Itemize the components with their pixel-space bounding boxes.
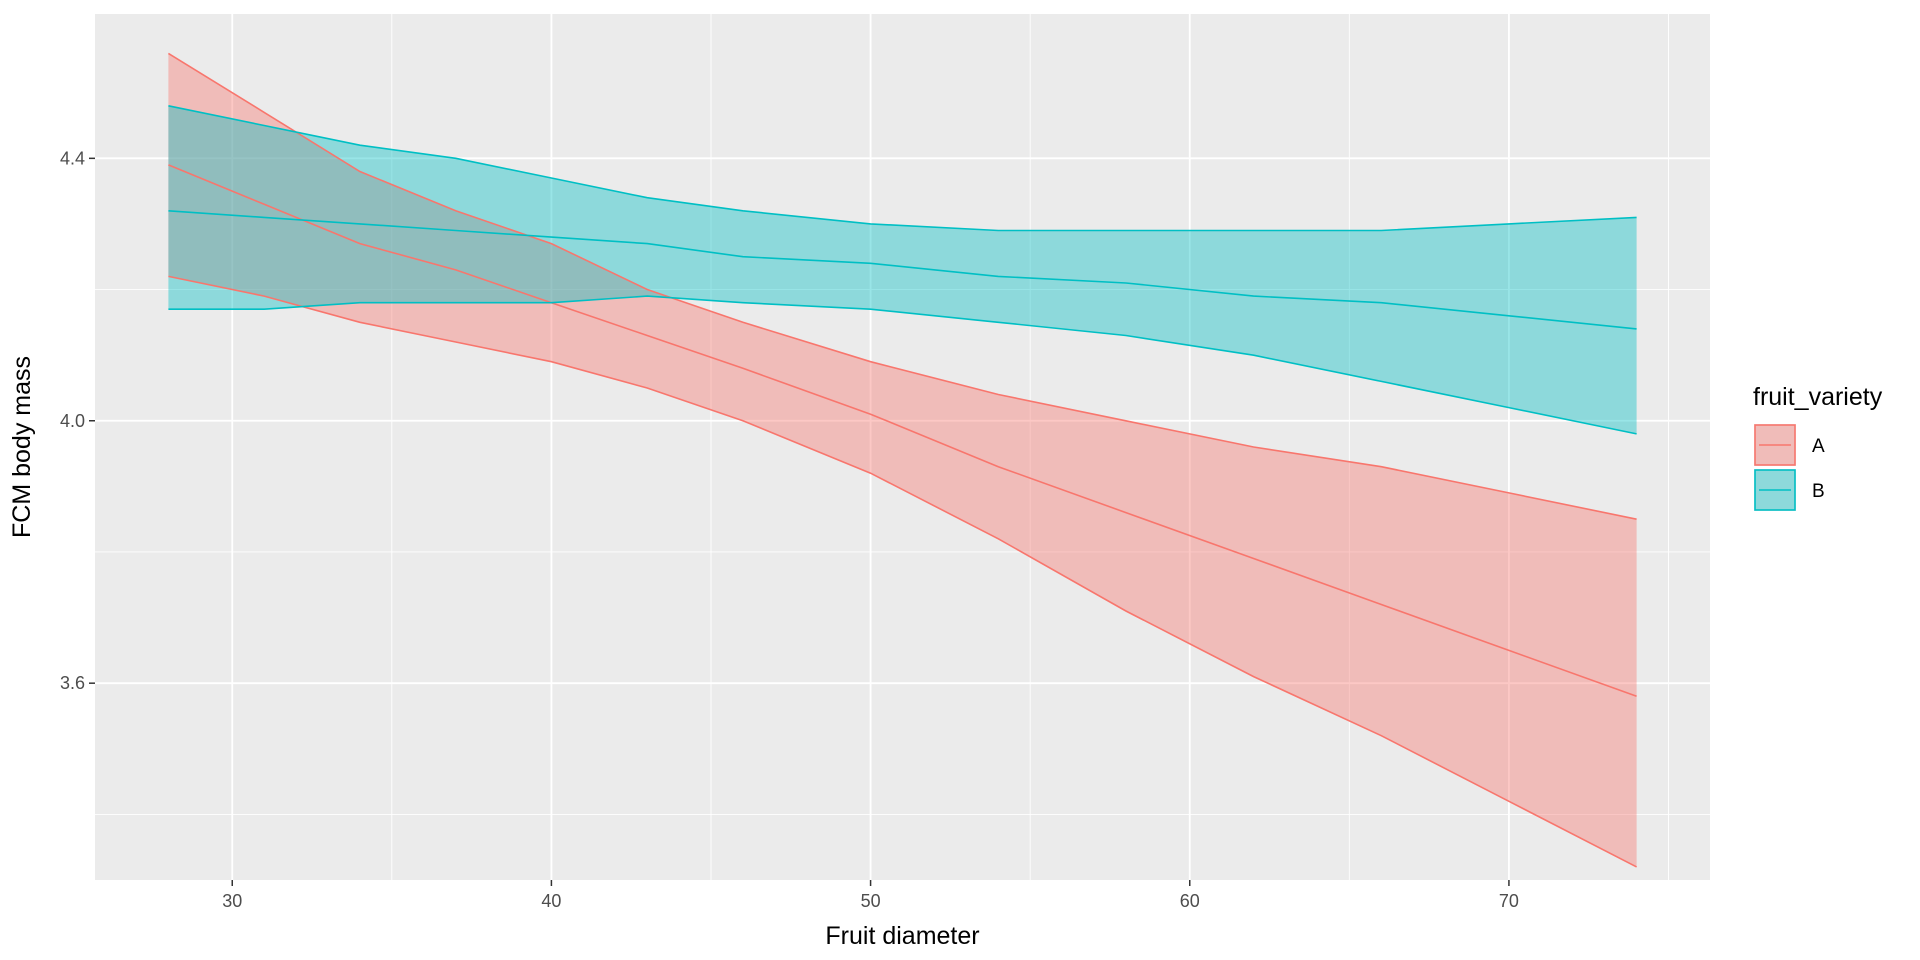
legend: fruit_variety A B [1753,383,1883,511]
x-tick-label: 40 [541,891,561,911]
legend-label-A: A [1812,436,1825,457]
grid-major [95,14,1710,880]
y-axis-title: FCM body mass [8,356,36,538]
y-axis: 3.6 4.0 4.4 [60,148,95,693]
confidence-ribbons [168,53,1637,867]
y-tick-label: 4.4 [60,148,85,168]
x-tick-label: 60 [1180,891,1200,911]
x-tick-label: 50 [861,891,881,911]
y-tick-label: 4.0 [60,411,85,431]
series-B-lower-line [168,295,1637,435]
series-B-upper-line [168,105,1637,232]
x-axis-title: Fruit diameter [825,922,979,950]
x-axis: 30 40 50 60 70 [222,880,1519,911]
ribbon-B [168,105,1637,434]
series-A-upper-line [167,52,1637,520]
x-tick-label: 70 [1499,891,1519,911]
fit-lines [167,52,1637,868]
legend-label-B: B [1812,481,1825,502]
series-A-fit-line [168,164,1637,698]
legend-title: fruit_variety [1753,383,1883,411]
series-A-lower-line [168,275,1637,868]
x-tick-label: 30 [222,891,242,911]
y-tick-label: 3.6 [60,673,85,693]
series-B-fit-line [168,210,1637,330]
ribbon-A [168,53,1637,867]
